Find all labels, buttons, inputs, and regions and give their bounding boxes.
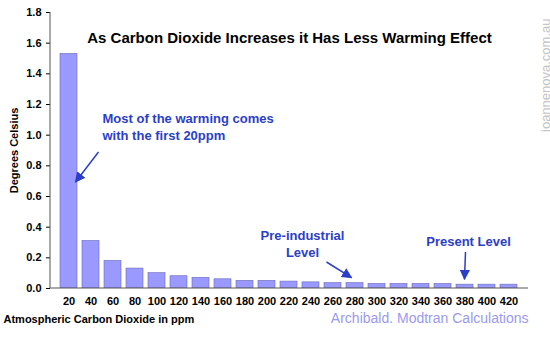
svg-text:Present Level: Present Level xyxy=(426,234,511,249)
svg-text:360: 360 xyxy=(434,295,452,307)
svg-text:260: 260 xyxy=(324,295,342,307)
svg-text:240: 240 xyxy=(302,295,320,307)
svg-text:340: 340 xyxy=(412,295,430,307)
svg-text:joannenova.com.au: joannenova.com.au xyxy=(538,19,550,133)
svg-text:As Carbon Dioxide Increases it: As Carbon Dioxide Increases it Has Less … xyxy=(87,29,492,46)
svg-text:420: 420 xyxy=(500,295,518,307)
svg-text:300: 300 xyxy=(368,295,386,307)
svg-text:60: 60 xyxy=(107,295,119,307)
svg-text:0.8: 0.8 xyxy=(26,159,41,171)
svg-text:120: 120 xyxy=(170,295,188,307)
svg-text:1.8: 1.8 xyxy=(26,6,41,18)
svg-text:0.2: 0.2 xyxy=(26,251,41,263)
svg-text:180: 180 xyxy=(236,295,254,307)
svg-text:160: 160 xyxy=(214,295,232,307)
svg-text:1.2: 1.2 xyxy=(26,98,41,110)
svg-text:400: 400 xyxy=(478,295,496,307)
svg-text:Archibald. Modtran Calculation: Archibald. Modtran Calculations xyxy=(331,310,529,326)
svg-text:Atmospheric Carbon Dioxide in: Atmospheric Carbon Dioxide in ppm xyxy=(4,313,195,325)
svg-text:Degrees Celsius: Degrees Celsius xyxy=(8,108,20,194)
svg-text:280: 280 xyxy=(346,295,364,307)
svg-text:0.6: 0.6 xyxy=(26,190,41,202)
svg-text:320: 320 xyxy=(390,295,408,307)
svg-text:0.4: 0.4 xyxy=(26,221,42,233)
svg-text:1.6: 1.6 xyxy=(26,37,41,49)
svg-text:1.0: 1.0 xyxy=(26,129,41,141)
svg-text:220: 220 xyxy=(280,295,298,307)
svg-text:380: 380 xyxy=(456,295,474,307)
svg-text:80: 80 xyxy=(129,295,141,307)
svg-text:140: 140 xyxy=(192,295,210,307)
svg-text:Most of the warming comeswith: Most of the warming comeswith the first … xyxy=(102,111,274,143)
svg-text:40: 40 xyxy=(85,295,97,307)
svg-text:20: 20 xyxy=(63,295,75,307)
svg-text:1.4: 1.4 xyxy=(26,67,42,79)
svg-text:Pre-industrialLevel: Pre-industrialLevel xyxy=(261,228,345,260)
svg-text:200: 200 xyxy=(258,295,276,307)
svg-text:100: 100 xyxy=(148,295,166,307)
svg-text:0.0: 0.0 xyxy=(26,282,41,294)
